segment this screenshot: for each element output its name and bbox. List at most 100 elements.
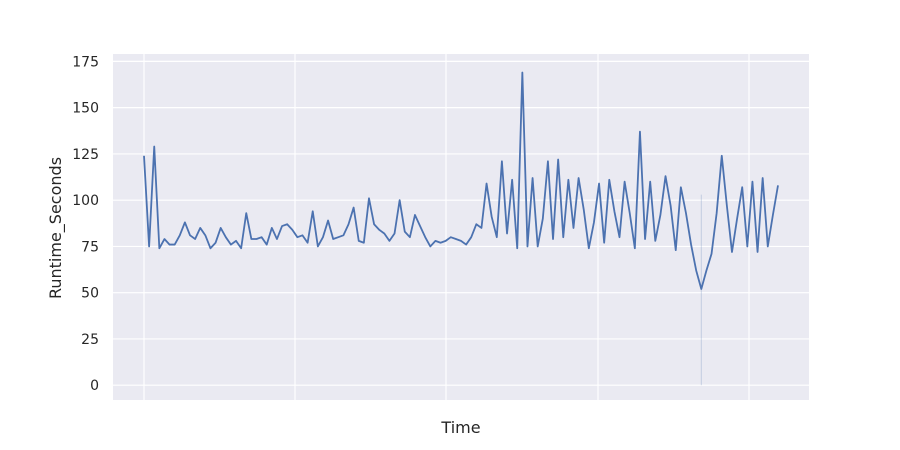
data-point: [480, 226, 483, 229]
data-point: [710, 252, 713, 255]
data-point: [388, 239, 391, 242]
data-point: [439, 241, 442, 244]
data-point: [413, 213, 416, 216]
data-point: [500, 160, 503, 163]
data-point: [424, 236, 427, 239]
data-point: [577, 176, 580, 179]
data-point: [265, 243, 268, 246]
data-point: [736, 217, 739, 220]
data-point: [235, 239, 238, 242]
data-point: [204, 234, 207, 237]
data-point: [460, 239, 463, 242]
data-point: [516, 247, 519, 250]
plot-area: [113, 54, 809, 400]
data-point: [158, 247, 161, 250]
y-tick-label: 75: [81, 239, 99, 255]
data-point: [531, 176, 534, 179]
data-point: [229, 243, 232, 246]
data-point: [664, 175, 667, 178]
data-point: [214, 241, 217, 244]
y-tick-label: 50: [81, 286, 99, 302]
data-point: [485, 182, 488, 185]
data-point: [725, 204, 728, 207]
data-point: [270, 226, 273, 229]
data-point: [582, 208, 585, 211]
data-point: [183, 221, 186, 224]
data-point: [311, 210, 314, 213]
data-point: [245, 212, 248, 215]
y-tick-label: 150: [72, 101, 99, 117]
data-point: [357, 239, 360, 242]
data-point: [746, 245, 749, 248]
data-point: [598, 182, 601, 185]
y-gridlines: [113, 60, 809, 386]
data-point: [644, 238, 647, 241]
data-point: [572, 226, 575, 229]
data-point: [613, 210, 616, 213]
data-point: [684, 212, 687, 215]
data-point: [526, 245, 529, 248]
data-point: [603, 241, 606, 244]
data-point: [587, 247, 590, 250]
data-point: [720, 154, 723, 157]
data-point: [669, 204, 672, 207]
data-point: [332, 238, 335, 241]
data-point: [419, 225, 422, 228]
data-point: [562, 236, 565, 239]
data-point: [444, 239, 447, 242]
data-point: [362, 241, 365, 244]
data-point: [700, 287, 703, 290]
data-point: [771, 213, 774, 216]
data-point: [654, 239, 657, 242]
data-point: [296, 236, 299, 239]
data-point: [286, 223, 289, 226]
data-point: [327, 219, 330, 222]
data-point: [143, 154, 146, 157]
data-point: [465, 243, 468, 246]
data-point: [608, 178, 611, 181]
data-point: [291, 228, 294, 231]
data-point: [275, 238, 278, 241]
data-point: [521, 71, 524, 74]
data-point: [628, 212, 631, 215]
data-point: [408, 236, 411, 239]
data-point: [224, 236, 227, 239]
data-point: [173, 243, 176, 246]
data-point: [705, 269, 708, 272]
data-point: [153, 145, 156, 148]
data-point: [715, 212, 718, 215]
data-point: [649, 180, 652, 183]
data-point: [383, 232, 386, 235]
data-point: [316, 245, 319, 248]
data-point: [209, 247, 212, 250]
data-point: [557, 158, 560, 161]
data-point: [281, 225, 284, 228]
data-point: [306, 241, 309, 244]
data-point: [337, 236, 340, 239]
y-tick-label: 175: [72, 54, 99, 70]
y-tick-labels: 0 25 50 75 100 125 150 175: [72, 54, 99, 394]
data-point: [470, 236, 473, 239]
y-tick-label: 100: [72, 193, 99, 209]
series-line: [143, 71, 779, 290]
data-point: [674, 249, 677, 252]
data-point: [163, 238, 166, 241]
data-point: [347, 223, 350, 226]
data-point: [679, 186, 682, 189]
data-point: [342, 234, 345, 237]
data-point: [352, 206, 355, 209]
data-point: [623, 180, 626, 183]
data-point: [546, 160, 549, 163]
data-point: [321, 236, 324, 239]
data-point: [373, 223, 376, 226]
y-tick-label: 125: [72, 147, 99, 163]
data-point: [454, 238, 457, 241]
data-point: [761, 176, 764, 179]
data-point: [393, 232, 396, 235]
data-point: [592, 221, 595, 224]
data-point: [189, 234, 192, 237]
data-point: [178, 234, 181, 237]
data-point: [756, 250, 759, 253]
x-axis-label: Time: [440, 418, 480, 437]
